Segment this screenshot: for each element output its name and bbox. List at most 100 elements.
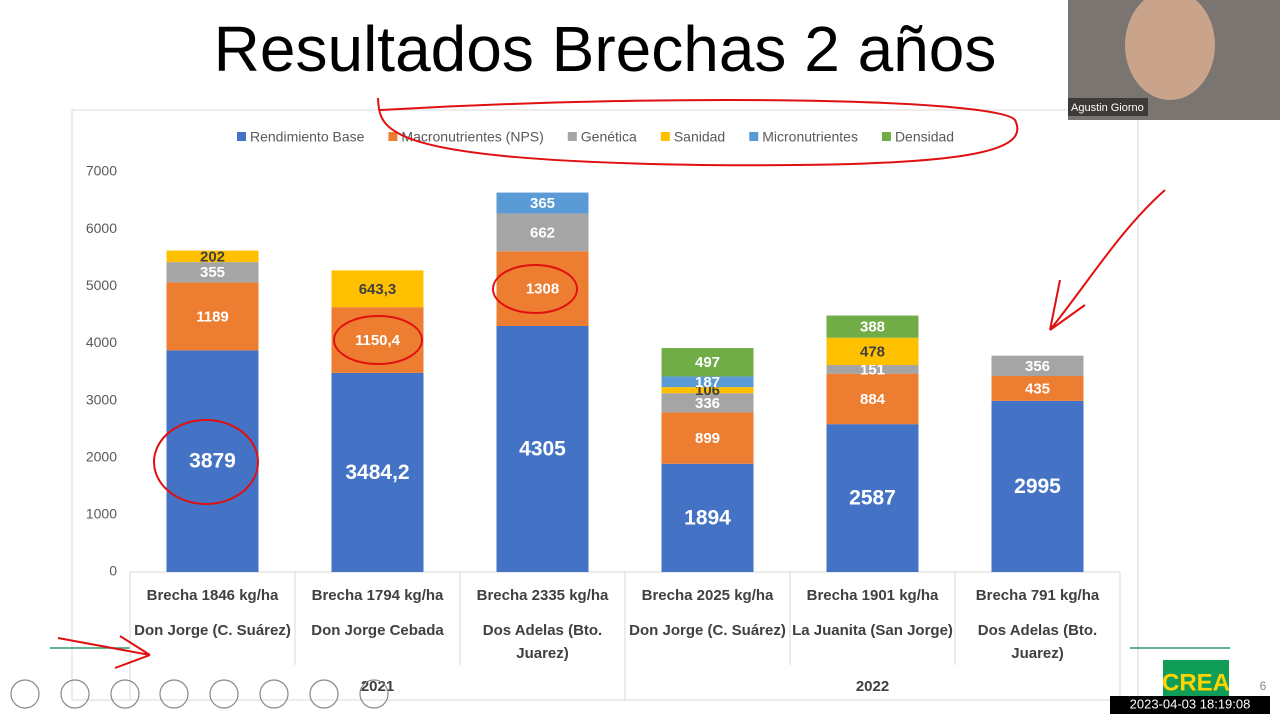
bar-segment [496, 213, 589, 252]
bar-segment [331, 270, 424, 308]
data-label: 3879 [189, 450, 236, 473]
data-label: 884 [860, 391, 886, 408]
pointer-button[interactable] [259, 679, 289, 709]
x-sublabel-line: Dos Adelas (Bto. [483, 622, 602, 639]
x-tick-label: Brecha 1901 kg/ha [807, 587, 939, 604]
legend-label: Genética [581, 129, 637, 145]
bar-segment [661, 393, 754, 413]
legend-swatch [567, 132, 577, 141]
more-button[interactable] [309, 679, 339, 709]
x-sublabel: Dos Adelas (Bto. Juarez) [483, 622, 602, 662]
bar-segment [166, 262, 259, 283]
x-sublabel-line: Dos Adelas (Bto. [978, 622, 1097, 639]
y-tick-label: 5000 [86, 277, 117, 293]
y-tick-label: 0 [109, 563, 117, 579]
ink-annotation [1049, 189, 1166, 331]
x-tick-label: Brecha 1794 kg/ha [312, 587, 444, 604]
logo: CREA [1162, 669, 1230, 696]
data-label: 662 [530, 224, 555, 241]
next-button[interactable] [60, 679, 90, 709]
x-sublabel: Dos Adelas (Bto. Juarez) [978, 622, 1097, 662]
bar-segment [991, 376, 1084, 401]
data-label: 151 [860, 361, 885, 378]
data-label: 2995 [1014, 475, 1061, 498]
timestamp: 2023-04-03 18:19:08 [1130, 696, 1251, 711]
data-label: 2587 [849, 487, 896, 510]
y-tick-label: 6000 [86, 220, 117, 236]
data-label: 497 [695, 354, 720, 371]
video-button[interactable] [209, 679, 239, 709]
legend-swatch [881, 132, 891, 141]
x-sublabel: Don Jorge (C. Suárez) [629, 622, 786, 639]
y-tick-label: 3000 [86, 391, 117, 407]
logo-bg [1163, 660, 1229, 700]
x-sublabel: La Juanita (San Jorge) [792, 622, 953, 639]
bar-segment [991, 355, 1084, 376]
pen-button[interactable] [110, 679, 140, 709]
bar-segment [166, 350, 259, 572]
x-tick-label: Brecha 2335 kg/ha [477, 587, 609, 604]
data-label: 435 [1025, 380, 1050, 397]
bar-segment [166, 282, 259, 351]
chart: 0 1000 2000 3000 4000 5000 6000 7000 Brecha 1846… [86, 129, 1121, 700]
x-tick-label: Brecha 1846 kg/ha [147, 587, 279, 604]
legend-swatch [388, 132, 398, 141]
presenter-name: Agustin Giorno [1071, 102, 1144, 114]
data-label: 356 [1025, 358, 1050, 375]
data-label: 478 [860, 343, 885, 360]
legend-label: Macronutrientes (NPS) [401, 129, 543, 145]
data-label: 187 [695, 374, 720, 391]
ink-annotation [377, 97, 1019, 167]
x-tick-label: Brecha 2025 kg/ha [642, 587, 774, 604]
x-tick-label: Brecha 791 kg/ha [976, 587, 1100, 604]
data-label: 388 [860, 319, 885, 336]
bar-segment [661, 463, 754, 572]
legend-swatch [237, 132, 246, 141]
data-label: 1189 [196, 308, 229, 325]
timestamp-bg [1110, 696, 1270, 714]
data-label: 202 [200, 248, 225, 265]
data-label: 355 [200, 264, 225, 281]
data-label: 1150,4 [355, 332, 401, 349]
data-label: 643,3 [359, 281, 397, 298]
bar-segment [331, 372, 424, 572]
bar-segment [496, 326, 589, 572]
data-label: 3484,2 [345, 461, 409, 484]
prev-button[interactable] [10, 679, 40, 709]
slide-title: Resultados Brechas 2 años [214, 13, 997, 85]
name-tag-bg [1068, 98, 1148, 116]
bar-segment [991, 400, 1084, 572]
bar-segment [661, 376, 754, 388]
y-tick-label: 1000 [86, 506, 117, 522]
data-label: 899 [695, 430, 720, 447]
bar-segment [661, 387, 754, 394]
bar-segment [496, 192, 589, 214]
legend-label: Densidad [895, 129, 954, 145]
ink-annotation [492, 264, 578, 314]
y-tick-label: 4000 [86, 334, 117, 350]
bar-segment [661, 412, 754, 464]
x-sublabel-line: Juarez) [1011, 645, 1064, 662]
data-label: 1894 [684, 506, 731, 529]
bar-segment [826, 315, 919, 338]
bar-segment [166, 250, 259, 263]
data-label: 1308 [526, 281, 559, 298]
data-label: 336 [695, 395, 720, 412]
bar-segment [331, 307, 424, 373]
bar-segment [826, 337, 919, 366]
x-sublabel: Don Jorge Cebada [311, 622, 444, 639]
present-button[interactable] [359, 679, 389, 709]
legend-swatch [749, 132, 759, 141]
legend-label: Micronutrientes [762, 129, 858, 145]
x-group-label: 2022 [856, 678, 889, 695]
x-sublabel: Don Jorge (C. Suárez) [134, 622, 291, 639]
x-group-label: 2021 [361, 678, 394, 695]
bar-segment [826, 365, 919, 374]
y-tick-label: 7000 [86, 163, 117, 179]
subtitles-button[interactable] [159, 679, 189, 709]
page-number: 6 [1260, 679, 1267, 693]
presenter-face [1125, 0, 1215, 100]
ink-annotation [333, 315, 423, 365]
ink-annotation [57, 635, 151, 669]
